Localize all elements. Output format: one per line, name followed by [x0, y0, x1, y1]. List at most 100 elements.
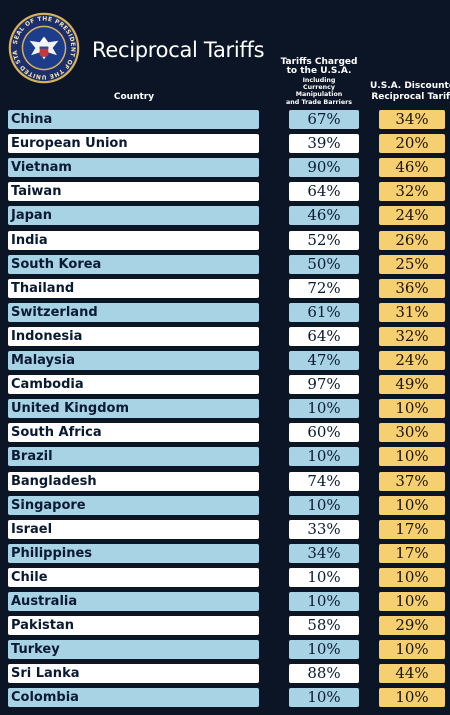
reciprocal-tariff-cell: 10%: [379, 592, 445, 611]
country-cell: Taiwan: [8, 182, 259, 202]
table-row: Philippines 34% 17%: [0, 543, 450, 563]
column-header-country: Country: [113, 92, 155, 102]
country-cell: Cambodia: [8, 375, 259, 395]
country-cell: Pakistan: [8, 616, 259, 636]
country-cell: Turkey: [8, 640, 259, 660]
country-cell: Thailand: [8, 278, 259, 298]
charged-tariff-cell: 64%: [289, 182, 359, 202]
table-row: Indonesia 64% 32%: [0, 326, 450, 346]
reciprocal-tariff-cell: 10%: [379, 495, 445, 515]
reciprocal-tariff-cell: 29%: [379, 616, 445, 636]
charged-tariff-cell: 88%: [289, 664, 359, 684]
country-cell: European Union: [8, 134, 259, 154]
charged-tariff-cell: 10%: [289, 495, 359, 515]
charged-tariff-cell: 34%: [289, 543, 359, 563]
charged-tariff-cell: 97%: [289, 375, 359, 395]
country-cell: Indonesia: [8, 326, 259, 346]
table-row: Singapore 10% 10%: [0, 495, 450, 515]
page-title: Reciprocal Tariffs: [92, 38, 265, 62]
reciprocal-tariff-cell: 31%: [379, 302, 445, 322]
reciprocal-tariff-cell: 36%: [379, 278, 445, 298]
charged-tariff-cell: 52%: [289, 230, 359, 250]
country-cell: Vietnam: [8, 158, 259, 178]
table-row: Bangladesh 74% 37%: [0, 471, 450, 491]
reciprocal-tariff-cell: 24%: [379, 206, 445, 226]
table-row: Japan 46% 24%: [0, 206, 450, 226]
country-cell: Sri Lanka: [8, 664, 259, 684]
charged-tariff-cell: 33%: [289, 519, 359, 539]
table-row: Sri Lanka 88% 44%: [0, 664, 450, 684]
table-row: South Africa 60% 30%: [0, 423, 450, 443]
country-cell: Singapore: [8, 495, 259, 515]
charged-tariff-cell: 39%: [289, 134, 359, 154]
reciprocal-tariff-cell: 26%: [379, 230, 445, 250]
country-cell: Switzerland: [8, 302, 259, 322]
charged-tariff-cell: 58%: [289, 616, 359, 636]
charged-header-note3: and Trade Barriers: [286, 98, 352, 106]
reciprocal-tariff-cell: 34%: [379, 110, 445, 129]
reciprocal-tariff-cell: 10%: [379, 447, 445, 467]
table-row: Malaysia 47% 24%: [0, 351, 450, 370]
charged-tariff-cell: 72%: [289, 278, 359, 298]
charged-tariff-cell: 50%: [289, 254, 359, 274]
reciprocal-header-line1: U.S.A. Discounted: [370, 81, 450, 91]
country-cell: Brazil: [8, 447, 259, 467]
table-row: Australia 10% 10%: [0, 592, 450, 611]
reciprocal-tariff-cell: 44%: [379, 664, 445, 684]
header: SEAL OF THE PRESIDENT OF THE UNITED STAT…: [0, 0, 450, 108]
reciprocal-tariff-cell: 20%: [379, 134, 445, 154]
charged-tariff-cell: 10%: [289, 447, 359, 467]
table-row: Vietnam 90% 46%: [0, 158, 450, 178]
reciprocal-header-line2: Reciprocal Tariffs: [371, 92, 450, 103]
table-row: European Union 39% 20%: [0, 134, 450, 154]
reciprocal-tariff-cell: 25%: [379, 254, 445, 274]
charged-tariff-cell: 10%: [289, 688, 359, 708]
charged-header-note2: Currency Manipulation: [295, 84, 343, 99]
table-row: Brazil 10% 10%: [0, 447, 450, 467]
reciprocal-tariff-cell: 30%: [379, 423, 445, 443]
column-header-reciprocal: U.S.A. Discounted Reciprocal Tariffs: [370, 81, 450, 104]
country-cell: Malaysia: [8, 351, 259, 370]
charged-tariff-cell: 10%: [289, 640, 359, 660]
table-row: India 52% 26%: [0, 230, 450, 250]
country-cell: Philippines: [8, 543, 259, 563]
country-cell: Bangladesh: [8, 471, 259, 491]
table-row: Cambodia 97% 49%: [0, 375, 450, 395]
country-cell: Chile: [8, 567, 259, 587]
charged-tariff-cell: 61%: [289, 302, 359, 322]
reciprocal-tariff-cell: 17%: [379, 519, 445, 539]
table-row: Chile 10% 10%: [0, 567, 450, 587]
reciprocal-tariff-cell: 10%: [379, 567, 445, 587]
country-cell: Australia: [8, 592, 259, 611]
table-row: China 67% 34%: [0, 110, 450, 129]
reciprocal-tariff-cell: 37%: [379, 471, 445, 491]
reciprocal-tariff-cell: 32%: [379, 326, 445, 346]
country-cell: Colombia: [8, 688, 259, 708]
charged-tariff-cell: 10%: [289, 592, 359, 611]
column-header-charged: Tariffs Charged to the U.S.A. Including …: [279, 57, 359, 106]
charged-tariff-cell: 67%: [289, 110, 359, 129]
reciprocal-tariff-cell: 10%: [379, 688, 445, 708]
charged-tariff-cell: 10%: [289, 399, 359, 419]
country-cell: South Africa: [8, 423, 259, 443]
table-row: Thailand 72% 36%: [0, 278, 450, 298]
charged-tariff-cell: 60%: [289, 423, 359, 443]
reciprocal-tariff-cell: 17%: [379, 543, 445, 563]
reciprocal-tariff-cell: 24%: [379, 351, 445, 370]
table-row: United Kingdom 10% 10%: [0, 399, 450, 419]
reciprocal-tariff-cell: 10%: [379, 640, 445, 660]
charged-header-note1: Including: [302, 76, 336, 84]
table-row: Taiwan 64% 32%: [0, 182, 450, 202]
country-cell: Israel: [8, 519, 259, 539]
country-cell: India: [8, 230, 259, 250]
charged-tariff-cell: 64%: [289, 326, 359, 346]
reciprocal-tariff-cell: 10%: [379, 399, 445, 419]
table-row: Israel 33% 17%: [0, 519, 450, 539]
table-row: Switzerland 61% 31%: [0, 302, 450, 322]
table-row: South Korea 50% 25%: [0, 254, 450, 274]
country-cell: United Kingdom: [8, 399, 259, 419]
charged-header-line2: to the U.S.A.: [286, 66, 352, 77]
charged-tariff-cell: 46%: [289, 206, 359, 226]
charged-tariff-cell: 90%: [289, 158, 359, 178]
table-row: Colombia 10% 10%: [0, 688, 450, 708]
